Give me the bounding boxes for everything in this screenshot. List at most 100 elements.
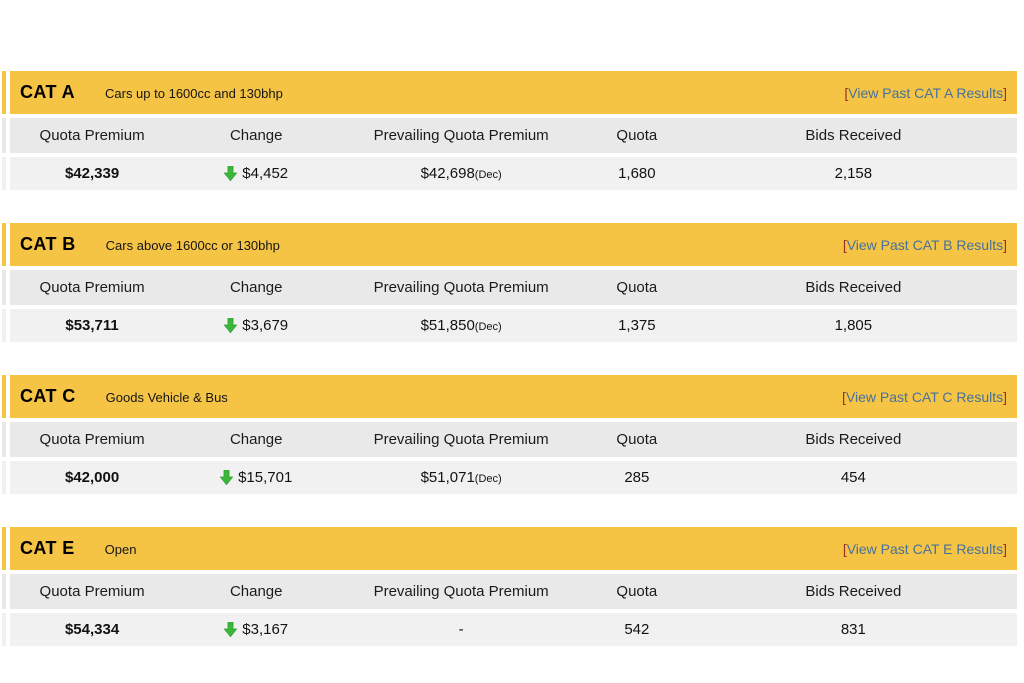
prevailing-cell: $51,071(Dec) (338, 469, 584, 486)
quota-premium-value: $54,334 (64, 621, 120, 638)
col-quota: Quota (616, 127, 658, 144)
down-arrow-icon (223, 165, 238, 182)
col-bids-received: Bids Received (805, 583, 902, 600)
category-title: CAT C (20, 386, 76, 406)
link-bracket-close: ] (1003, 237, 1007, 253)
prevailing-value: - (458, 621, 464, 638)
quota-premium-value: $42,339 (64, 165, 120, 182)
link-label: View Past CAT C Results (845, 389, 1004, 405)
header-left-stripe (2, 527, 6, 570)
section-cat-e: CAT E Open [View Past CAT E Results] Quo… (2, 527, 1017, 646)
quota-premium-value: $53,711 (65, 317, 119, 334)
column-header-row: Quota Premium Change Prevailing Quota Pr… (2, 118, 1017, 153)
category-title: CAT E (20, 538, 75, 558)
category-title: CAT B (20, 234, 76, 254)
link-bracket-open: [ (842, 237, 847, 253)
header-left-stripe (2, 71, 6, 114)
change-cell: $3,679 (174, 317, 338, 334)
bids-received-value: 2,158 (834, 165, 873, 182)
quota-value: 285 (624, 469, 650, 486)
down-arrow-icon (219, 469, 234, 486)
col-quota-premium: Quota Premium (39, 279, 145, 296)
section-header: CAT B Cars above 1600cc or 130bhp [View … (2, 223, 1017, 266)
table-row: $53,711 $3,679 $51,850(Dec) 1,375 1,805 (2, 309, 1017, 342)
link-bracket-close: ] (1003, 389, 1007, 405)
col-change: Change (229, 127, 283, 144)
prevailing-note: (Dec) (474, 473, 502, 485)
link-bracket-open: [ (842, 541, 847, 557)
col-quota-premium: Quota Premium (39, 127, 145, 144)
prevailing-value: $51,850 (420, 317, 475, 334)
table-row: $54,334 $3,167 - 542 831 (2, 613, 1017, 646)
bids-received-value: 1,805 (834, 317, 873, 334)
category-description: Goods Vehicle & Bus (105, 390, 228, 405)
col-bids-received: Bids Received (805, 431, 902, 448)
change-value: $3,167 (242, 621, 289, 638)
column-header-row: Quota Premium Change Prevailing Quota Pr… (2, 422, 1017, 457)
section-cat-a: CAT A Cars up to 1600cc and 130bhp [View… (2, 71, 1017, 190)
category-title: CAT A (20, 82, 75, 102)
section-header: CAT C Goods Vehicle & Bus [View Past CAT… (2, 375, 1017, 418)
view-past-cat-e-results-link[interactable]: [View Past CAT E Results] (843, 541, 1007, 557)
prevailing-note: (Dec) (474, 321, 502, 333)
col-change: Change (229, 583, 283, 600)
down-arrow-icon (223, 621, 238, 638)
section-header: CAT A Cars up to 1600cc and 130bhp [View… (2, 71, 1017, 114)
col-quota-premium: Quota Premium (39, 431, 145, 448)
col-bids-received: Bids Received (805, 279, 902, 296)
quota-value: 542 (624, 621, 650, 638)
col-quota: Quota (616, 431, 658, 448)
link-bracket-open: [ (844, 85, 849, 101)
quota-value: 1,680 (618, 165, 656, 182)
quota-premium-value: $42,000 (64, 469, 120, 486)
category-description: Open (104, 542, 137, 557)
prevailing-note: (Dec) (474, 169, 502, 181)
prevailing-value: $51,071 (420, 469, 475, 486)
down-arrow-icon (223, 317, 238, 334)
col-change: Change (229, 279, 283, 296)
section-cat-c: CAT C Goods Vehicle & Bus [View Past CAT… (2, 375, 1017, 494)
col-prevailing-quota-premium: Prevailing Quota Premium (373, 583, 549, 600)
col-prevailing-quota-premium: Prevailing Quota Premium (373, 431, 549, 448)
change-value: $4,452 (242, 165, 289, 182)
link-bracket-close: ] (1003, 85, 1007, 101)
prevailing-cell: $42,698(Dec) (338, 165, 584, 182)
col-quota: Quota (616, 583, 658, 600)
bids-received-value: 454 (840, 469, 866, 486)
col-quota: Quota (616, 279, 658, 296)
link-bracket-close: ] (1003, 541, 1007, 557)
view-past-cat-a-results-link[interactable]: [View Past CAT A Results] (844, 85, 1007, 101)
col-quota-premium: Quota Premium (39, 583, 145, 600)
view-past-cat-c-results-link[interactable]: [View Past CAT C Results] (842, 389, 1007, 405)
coe-results-page: CAT A Cars up to 1600cc and 130bhp [View… (2, 71, 1017, 646)
col-prevailing-quota-premium: Prevailing Quota Premium (373, 279, 549, 296)
change-value: $15,701 (238, 469, 293, 486)
change-value: $3,679 (242, 317, 289, 334)
prevailing-value: $42,698 (420, 165, 475, 182)
link-bracket-open: [ (842, 389, 846, 405)
prevailing-cell: - (338, 621, 584, 638)
column-header-row: Quota Premium Change Prevailing Quota Pr… (2, 270, 1017, 305)
link-label: View Past CAT E Results (846, 541, 1004, 557)
section-header: CAT E Open [View Past CAT E Results] (2, 527, 1017, 570)
change-cell: $3,167 (174, 621, 338, 638)
table-row: $42,000 $15,701 $51,071(Dec) 285 454 (2, 461, 1017, 494)
col-bids-received: Bids Received (805, 127, 902, 144)
link-label: View Past CAT A Results (848, 85, 1004, 101)
quota-value: 1,375 (618, 317, 656, 334)
change-cell: $4,452 (174, 165, 338, 182)
header-left-stripe (2, 375, 6, 418)
column-header-row: Quota Premium Change Prevailing Quota Pr… (2, 574, 1017, 609)
category-description: Cars above 1600cc or 130bhp (105, 238, 280, 253)
view-past-cat-b-results-link[interactable]: [View Past CAT B Results] (843, 237, 1007, 253)
prevailing-cell: $51,850(Dec) (338, 317, 584, 334)
change-cell: $15,701 (174, 469, 338, 486)
table-row: $42,339 $4,452 $42,698(Dec) 1,680 2,158 (2, 157, 1017, 190)
col-change: Change (229, 431, 283, 448)
col-prevailing-quota-premium: Prevailing Quota Premium (373, 127, 549, 144)
section-cat-b: CAT B Cars above 1600cc or 130bhp [View … (2, 223, 1017, 342)
header-left-stripe (2, 223, 6, 266)
category-description: Cars up to 1600cc and 130bhp (105, 86, 283, 101)
bids-received-value: 831 (840, 621, 866, 638)
link-label: View Past CAT B Results (846, 237, 1004, 253)
